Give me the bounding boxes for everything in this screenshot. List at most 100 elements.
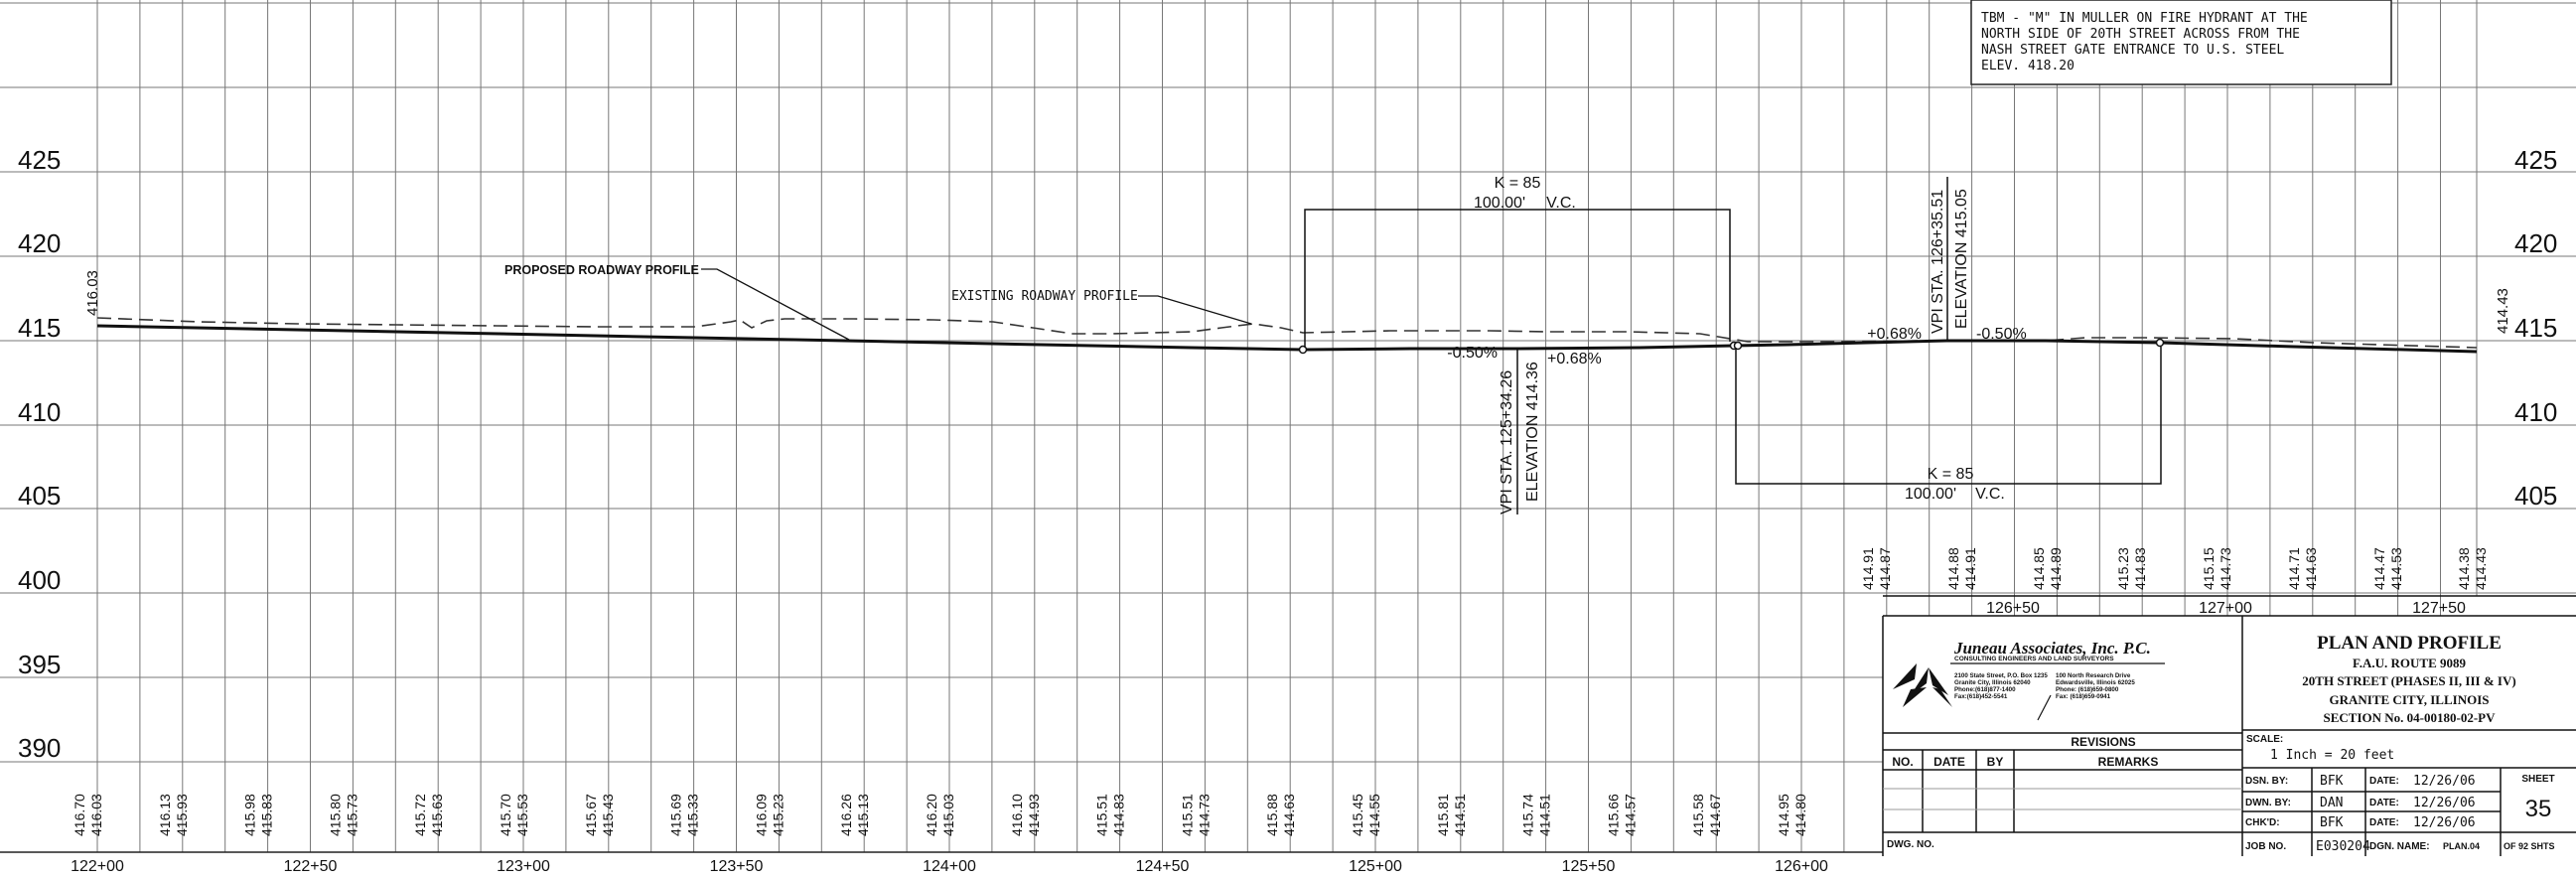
existing-elevation-value: 416.09 [753,794,769,836]
proposed-elevation-value: 414.73 [1196,794,1212,836]
vpi-1-grade-out: +0.68% [1547,351,1602,367]
rev-col-date: DATE [1933,755,1965,769]
elev-label-405: 405 [18,481,61,511]
existing-elevation-value: 414.88 [1945,547,1961,590]
station-label: 124+50 [1136,858,1190,875]
dsn-label: DSN. BY: [2245,776,2288,787]
rev-col-by: BY [1987,755,2004,769]
proposed-elevation-value: 414.87 [1877,547,1893,590]
elev-label-395: 395 [18,650,61,679]
station-label: 125+00 [1349,858,1402,875]
curve-point-pvc-1 [1298,345,1308,355]
proposed-elevation-value: 415.43 [600,794,616,836]
proposed-elevation-value: 414.89 [2048,547,2064,590]
proposed-elevation-value: 414.83 [1111,794,1127,836]
dgn-name-value: PLAN.04 [2443,841,2480,851]
vpi-2-elevation: ELEVATION 415.05 [1953,189,1970,329]
right-station-labels: 126+50 127+00 127+50 [1986,600,2466,617]
station-label: 122+50 [284,858,338,875]
curve-1-k: K = 85 [1495,175,1541,192]
chk-label: CHK'D: [2245,817,2280,828]
sheet-title: PLAN AND PROFILE [2317,633,2502,654]
proposed-elevation-value: 414.51 [1537,794,1553,836]
existing-elevation-value: 416.20 [924,794,939,836]
bottom-elevation-columns: 416.70 416.03 416.13 415.93 415.98 415.83 415.… [72,794,1808,836]
tbm-line-1: TBM - "M" IN MULLER ON FIRE HYDRANT AT T… [1981,11,2308,26]
dwn-label: DWN. BY: [2245,798,2291,808]
elev-label-425: 425 [18,145,61,175]
company-subtitle: CONSULTING ENGINEERS AND LAND SURVEYORS [1954,656,2114,662]
curve-2-vc: V.C. [1975,486,2005,503]
route-label: F.A.U. ROUTE 9089 [2353,656,2467,670]
proposed-elevation-value: 415.73 [344,794,359,836]
vpi-2-station: VPI STA. 126+35.51 [1930,190,1946,334]
proposed-elevation-value: 414.63 [2303,547,2319,590]
elev-label-right-415: 415 [2514,313,2557,343]
office-2-line-3: Phone: (618)659-0800 [2056,686,2119,693]
proposed-elevation-value: 414.73 [2218,547,2233,590]
dgn-name-label: DGN. NAME: [2369,841,2430,852]
proposed-elevation-value: 414.53 [2388,547,2404,590]
proposed-elevation-value: 414.93 [1026,794,1042,836]
station-label: 123+50 [710,858,764,875]
existing-elevation-value: 415.58 [1690,794,1706,836]
scale-label: SCALE: [2246,734,2283,745]
proposed-elevation-value: 414.80 [1792,794,1808,836]
proposed-profile-label: PROPOSED ROADWAY PROFILE [504,263,699,277]
existing-elevation-value: 414.38 [2456,547,2472,590]
elev-label-right-410: 410 [2514,397,2557,427]
station-label: 122+00 [71,858,124,875]
elev-label-400: 400 [18,565,61,595]
elev-label-420: 420 [18,228,61,258]
elev-label-right-420: 420 [2514,228,2557,258]
existing-elevation-value: 415.88 [1264,794,1280,836]
title-block: Juneau Associates, Inc. P.C. CONSULTING … [1882,595,2576,856]
start-elevation: 416.03 [84,270,101,316]
existing-elevation-value: 415.45 [1350,794,1365,836]
proposed-elevation-value: 414.83 [2132,547,2148,590]
existing-elevation-value: 416.10 [1009,794,1025,836]
elev-label-390: 390 [18,733,61,763]
curve-1-length: 100.00' [1474,195,1525,212]
vpi-2-grade-in: +0.68% [1867,326,1922,343]
office-1-line-1: 2100 State Street, P.O. Box 1235 [1954,672,2048,679]
dwg-no-label: DWG. NO. [1887,839,1934,850]
station-label: 127+50 [2412,600,2466,617]
office-2-line-2: Edwardsville, Illinois 62025 [2056,679,2135,686]
proposed-elevation-value: 415.23 [770,794,786,836]
station-label: 124+00 [923,858,976,875]
existing-elevation-value: 415.15 [2201,547,2217,590]
office-1-line-4: Fax:(618)452-5541 [1954,693,2008,700]
office-2-line-1: 100 North Research Drive [2056,672,2131,679]
existing-profile-label: EXISTING ROADWAY PROFILE [951,289,1138,304]
vpi-1-station: VPI STA. 125+34.26 [1499,370,1515,514]
elev-label-right-425: 425 [2514,145,2557,175]
existing-elevation-value: 415.98 [242,794,258,836]
existing-elevation-value: 414.95 [1776,794,1791,836]
dwn-value: DAN [2320,796,2343,810]
tbm-line-4: ELEV. 418.20 [1981,59,2075,73]
proposed-elevation-value: 415.03 [940,794,956,836]
station-labels: 122+00 122+50 123+00 123+50 124+00 124+50 125+… [71,858,1828,875]
existing-elevation-value: 415.74 [1520,794,1536,836]
chk-value: BFK [2320,815,2344,830]
proposed-elevation-value: 415.63 [429,794,445,836]
vpi-1-grade-in: -0.50% [1447,345,1498,362]
station-label: 126+00 [1775,858,1828,875]
elevation-labels-right: 425 420 415 410 405 [2514,145,2557,511]
office-1-line-2: Granite City, Illinois 62040 [1954,679,2031,686]
station-label: 127+00 [2199,600,2252,617]
vpi-2: +0.68% -0.50% VPI STA. 126+35.51 ELEVATI… [1867,177,2027,343]
tbm-line-2: NORTH SIDE OF 20TH STREET ACROSS FROM TH… [1981,27,2300,42]
proposed-elevation-value: 414.43 [2473,547,2489,590]
proposed-elevation-value: 414.63 [1281,794,1297,836]
right-elevation-columns: 414.91 414.87 414.88 414.91 414.85 414.89 415.… [1860,547,2489,590]
dsn-value: BFK [2320,774,2344,789]
revisions-label: REVISIONS [2071,735,2135,749]
vertical-curve-2 [1735,347,2162,485]
curve-1-vc: V.C. [1546,195,1576,212]
proposed-elevation-value: 415.33 [685,794,701,836]
vpi-1: -0.50% +0.68% VPI STA. 125+34.26 ELEVATI… [1447,345,1602,514]
office-2-line-4: Fax: (618)659-0941 [2056,693,2111,700]
